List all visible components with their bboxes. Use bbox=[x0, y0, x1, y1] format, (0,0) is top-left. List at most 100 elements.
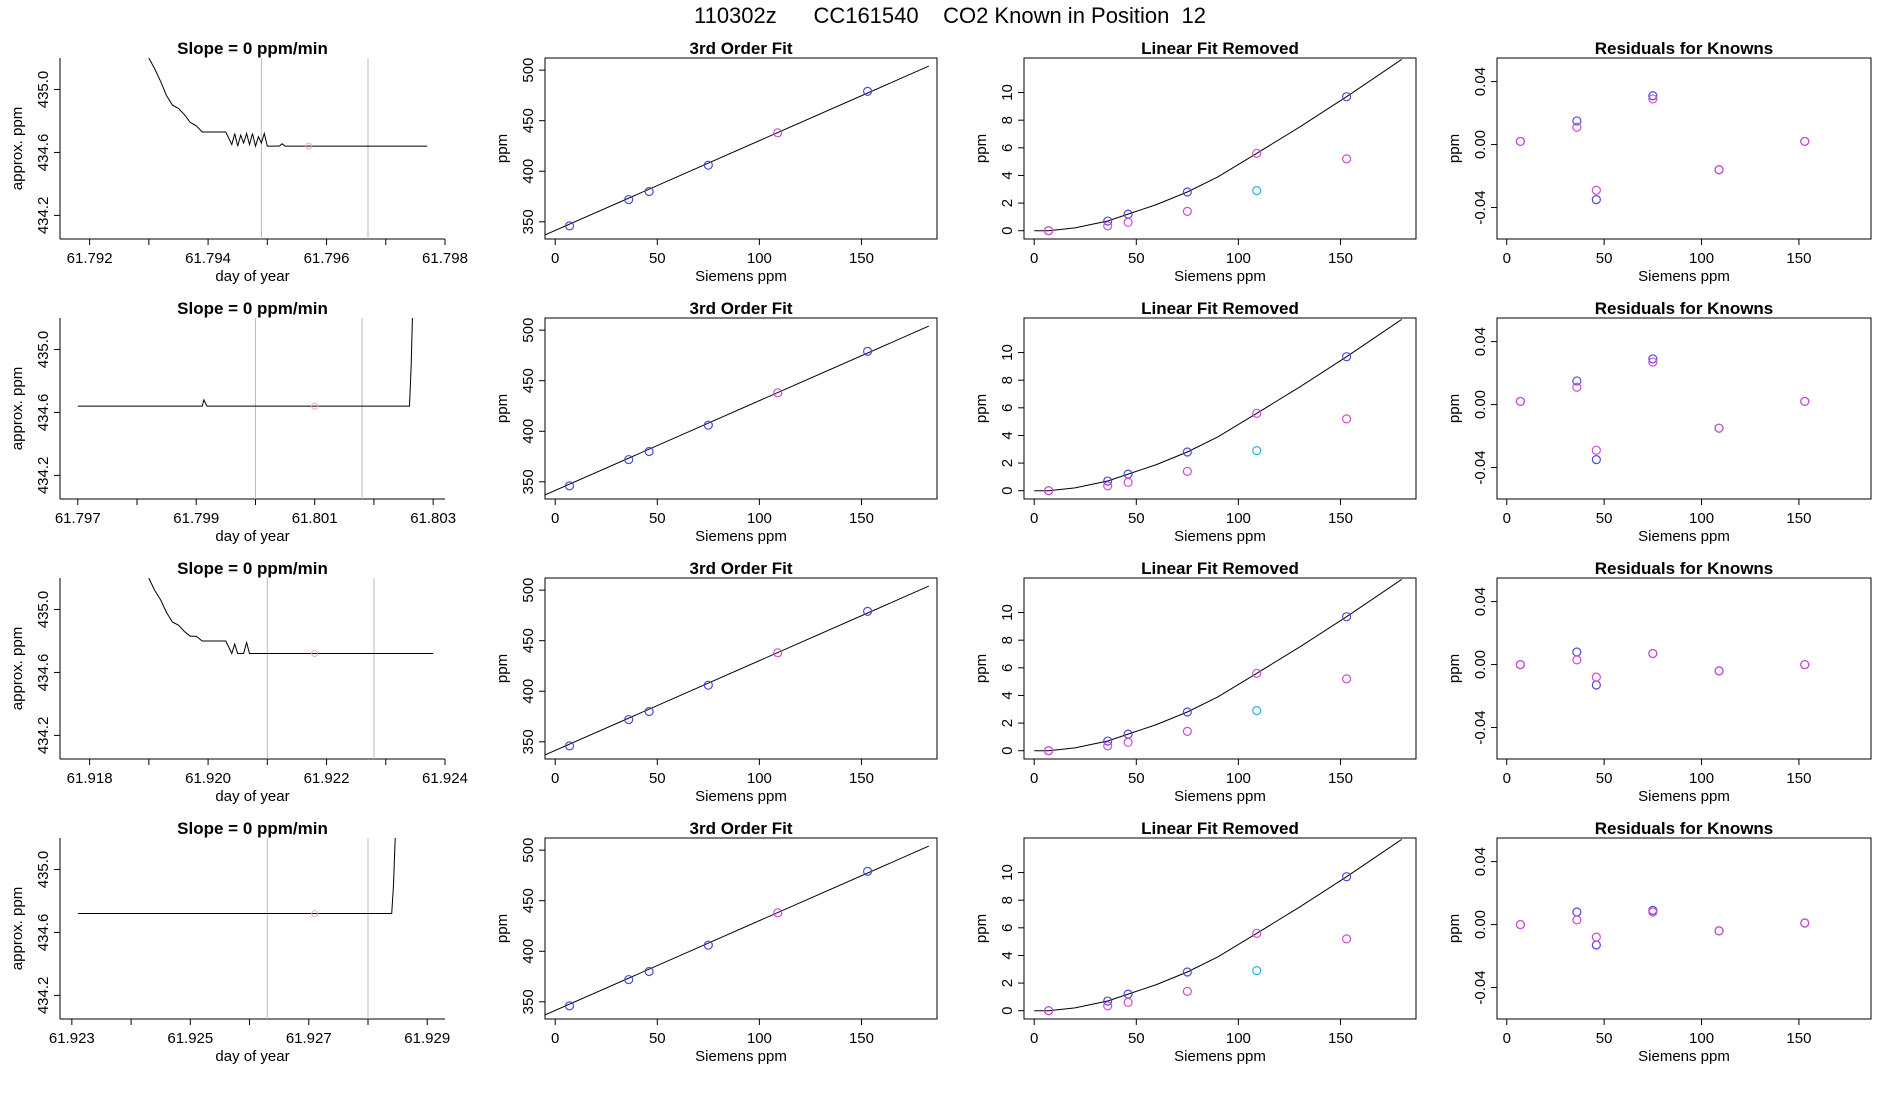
panel-r3-c2: 3rd Order Fit 0 50 100 150 Siemens ppm 350 400 4… bbox=[494, 559, 938, 805]
data-point bbox=[1341, 674, 1352, 684]
data-point bbox=[1103, 481, 1113, 491]
x-tick-label: 150 bbox=[1328, 770, 1353, 787]
data-point bbox=[1103, 1001, 1113, 1011]
x-tick-label: 61.803 bbox=[410, 510, 456, 527]
y-tick-label: 435.0 bbox=[35, 71, 52, 109]
x-tick-label: 50 bbox=[649, 250, 666, 267]
y-tick-label: 8 bbox=[999, 116, 1016, 124]
data-point bbox=[703, 940, 713, 950]
data-point bbox=[1572, 122, 1582, 132]
x-axis-label: Siemens ppm bbox=[1174, 788, 1266, 805]
data-point bbox=[1182, 986, 1192, 996]
data-point bbox=[1591, 672, 1601, 682]
panel-r3-c3: Linear Fit Removed 0 50 100 150 Siemens ppm 0 2… bbox=[973, 559, 1417, 805]
y-tick-label: 8 bbox=[999, 376, 1016, 384]
page-title: 110302z CC161540 CO2 Known in Position 1… bbox=[693, 3, 1206, 28]
x-tick-label: 50 bbox=[649, 1030, 666, 1047]
data-point bbox=[1800, 396, 1810, 407]
y-axis-label: ppm bbox=[494, 654, 511, 683]
data-point bbox=[644, 446, 654, 457]
y-tick-label: 8 bbox=[999, 896, 1016, 904]
y-tick-label: -0.04 bbox=[1472, 710, 1489, 744]
x-tick-label: 100 bbox=[747, 510, 772, 527]
x-axis-label: Siemens ppm bbox=[1638, 788, 1730, 805]
data-point bbox=[564, 481, 575, 491]
data-point bbox=[1648, 907, 1658, 917]
plot-area bbox=[1515, 91, 1810, 205]
data-point bbox=[564, 1001, 575, 1011]
panel-title: Slope = 0 ppm/min bbox=[177, 819, 328, 838]
x-tick-label: 61.918 bbox=[67, 770, 113, 787]
plot-area bbox=[1034, 58, 1402, 236]
data-point bbox=[862, 346, 873, 356]
data-point bbox=[1043, 486, 1054, 496]
plot-area bbox=[1515, 905, 1810, 950]
x-tick-label: 50 bbox=[1596, 510, 1613, 527]
x-tick-label: 0 bbox=[551, 1030, 559, 1047]
x-tick-label: 50 bbox=[1128, 250, 1145, 267]
plot-area bbox=[77, 318, 413, 499]
y-tick-label: 0.04 bbox=[1472, 327, 1489, 356]
panel-title: Slope = 0 ppm/min bbox=[177, 299, 328, 318]
x-tick-label: 50 bbox=[1596, 770, 1613, 787]
y-tick-label: 450 bbox=[520, 368, 537, 393]
plot-frame bbox=[544, 837, 938, 1020]
y-tick-label: 500 bbox=[520, 578, 537, 603]
data-point bbox=[644, 706, 654, 717]
panel-title: Linear Fit Removed bbox=[1141, 559, 1299, 578]
x-axis-label: Siemens ppm bbox=[1174, 528, 1266, 545]
y-tick-label: 434.6 bbox=[35, 914, 52, 952]
plot-area bbox=[148, 578, 434, 759]
plot-frame bbox=[1496, 837, 1872, 1020]
x-axis-label: Siemens ppm bbox=[695, 268, 787, 285]
x-tick-label: 100 bbox=[1226, 250, 1251, 267]
y-tick-label: 434.2 bbox=[35, 457, 52, 495]
x-tick-label: 100 bbox=[1226, 510, 1251, 527]
data-point bbox=[1572, 382, 1582, 392]
plot-frame bbox=[544, 57, 938, 240]
panel-r4-c2: 3rd Order Fit 0 50 100 150 Siemens ppm 350 400 4… bbox=[494, 819, 938, 1065]
data-point bbox=[1103, 476, 1113, 486]
panel-r1-c4: Residuals for Knowns 0 50 100 150 Siemens ppm… bbox=[1446, 39, 1872, 285]
y-tick-label: 6 bbox=[999, 924, 1016, 932]
x-tick-label: 100 bbox=[1226, 770, 1251, 787]
data-point bbox=[862, 606, 873, 616]
x-tick-label: 61.796 bbox=[304, 250, 350, 267]
data-point bbox=[1572, 647, 1582, 657]
data-point bbox=[1341, 612, 1352, 622]
data-point bbox=[1800, 136, 1810, 147]
data-point bbox=[1341, 872, 1352, 882]
y-axis-label: approx. ppm bbox=[9, 107, 26, 190]
data-point bbox=[1182, 967, 1192, 977]
panel-r4-c1: Slope = 0 ppm/min 61.923 61.925 61.927 61.92… bbox=[9, 819, 450, 1065]
y-tick-label: 434.6 bbox=[35, 654, 52, 692]
panel-title: Linear Fit Removed bbox=[1141, 39, 1299, 58]
y-axis-label: ppm bbox=[973, 394, 990, 423]
plot-frame bbox=[1496, 317, 1872, 500]
plot-area bbox=[1034, 578, 1402, 756]
y-tick-label: 8 bbox=[999, 636, 1016, 644]
x-tick-label: 100 bbox=[1689, 250, 1714, 267]
y-tick-label: 400 bbox=[520, 419, 537, 444]
y-tick-label: 2 bbox=[999, 199, 1016, 207]
data-point bbox=[644, 186, 654, 197]
data-point bbox=[1252, 966, 1262, 976]
y-axis-label: ppm bbox=[494, 134, 511, 163]
panel-r1-c2: 3rd Order Fit 0 50 100 150 Siemens ppm 350 400 4… bbox=[494, 39, 938, 285]
data-point bbox=[1515, 659, 1525, 670]
data-point bbox=[1341, 352, 1352, 362]
panel-title: Residuals for Knowns bbox=[1595, 559, 1774, 578]
x-tick-label: 50 bbox=[1596, 250, 1613, 267]
y-axis-label: ppm bbox=[1446, 654, 1463, 683]
plot-area bbox=[1034, 318, 1402, 496]
panel-title: 3rd Order Fit bbox=[690, 559, 793, 578]
y-axis-label: ppm bbox=[973, 134, 990, 163]
x-tick-label: 0 bbox=[551, 770, 559, 787]
y-tick-label: 0.04 bbox=[1472, 67, 1489, 96]
y-tick-label: 500 bbox=[520, 58, 537, 83]
y-tick-label: 450 bbox=[520, 888, 537, 913]
x-axis-label: Siemens ppm bbox=[1174, 1048, 1266, 1065]
plot-frame bbox=[1496, 57, 1872, 240]
data-point bbox=[1043, 1006, 1054, 1016]
